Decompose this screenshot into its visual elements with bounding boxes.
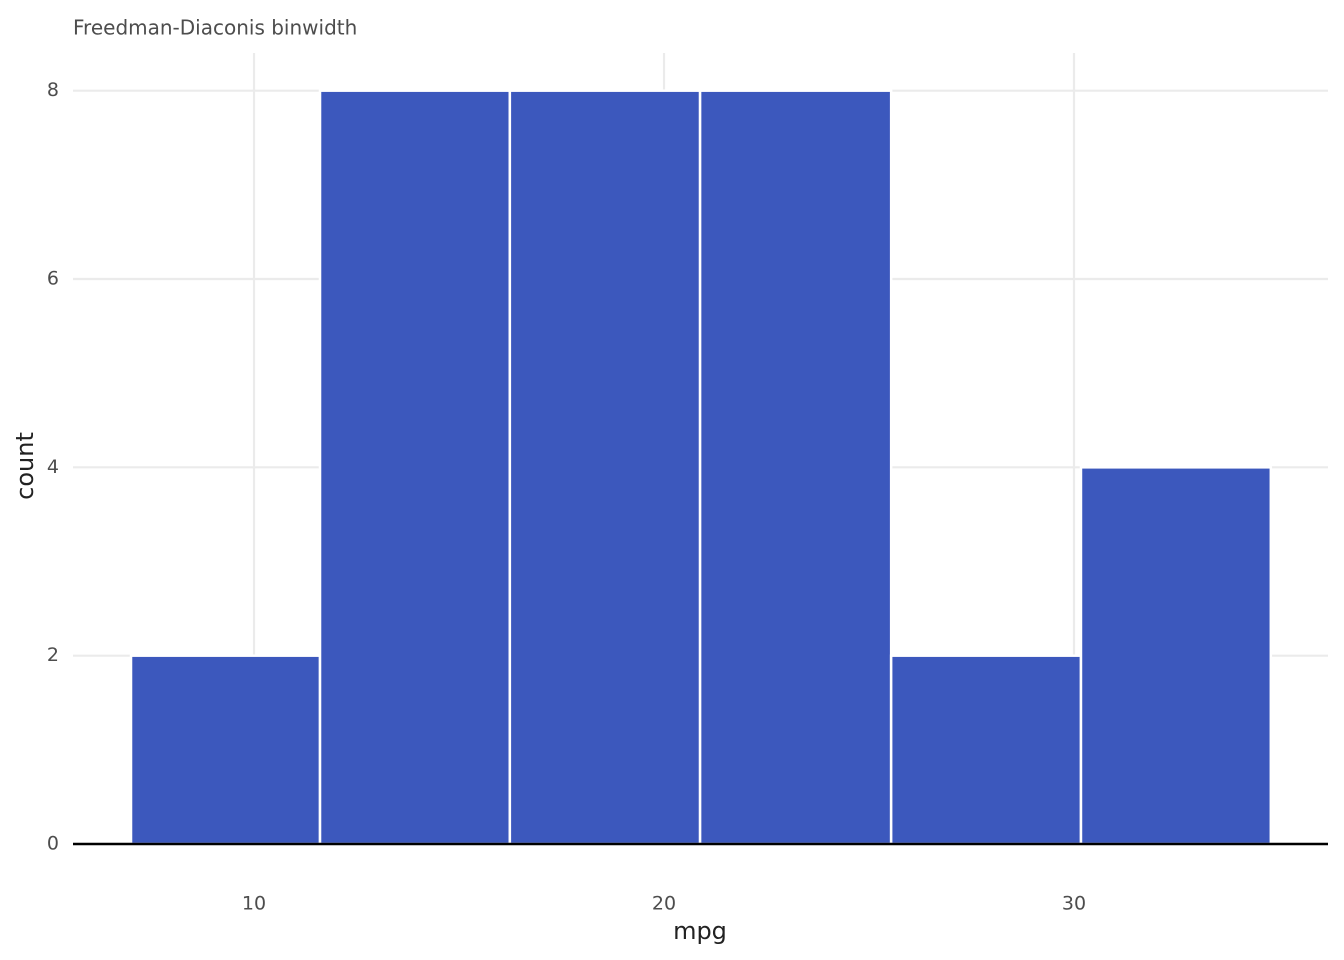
bar [318,89,512,846]
bar [889,654,1083,846]
x-tick-label: 10 [242,893,266,915]
x-tick-label: 30 [1062,893,1086,915]
y-axis-label: count [11,432,39,500]
bar [508,89,702,846]
y-tick-label: 4 [47,456,59,478]
y-tick-label: 6 [47,268,59,290]
x-tick-label: 20 [652,893,676,915]
x-axis-label: mpg [673,917,727,945]
bar [1079,466,1273,846]
y-tick-label: 8 [47,79,59,101]
y-tick-label: 0 [47,833,59,855]
bar [129,654,322,846]
chart-title: Freedman-Diaconis binwidth [73,16,357,40]
y-tick-label: 2 [47,644,59,666]
bar [698,89,893,846]
